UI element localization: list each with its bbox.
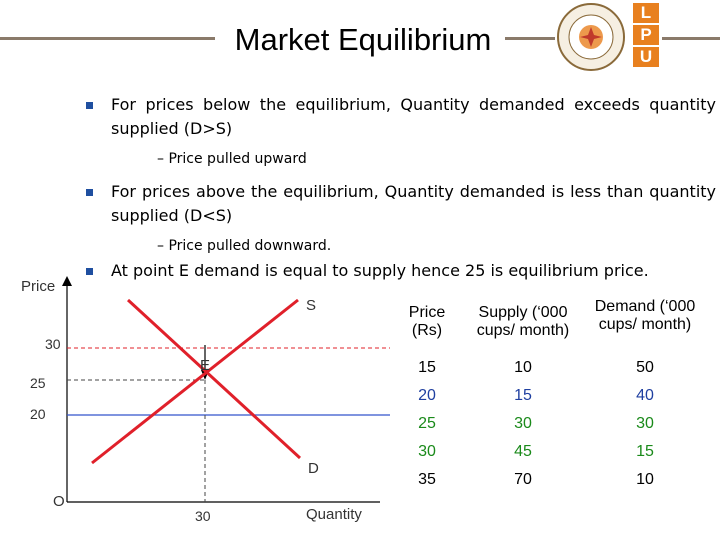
y-axis-arrow bbox=[62, 276, 72, 286]
demand-curve bbox=[126, 298, 302, 460]
header-rule-left bbox=[0, 37, 215, 40]
equilibrium-label: E bbox=[200, 357, 211, 374]
bullet-text-1: For prices below the equilibrium, Quanti… bbox=[111, 95, 716, 138]
table-row: 15 10 50 bbox=[388, 354, 710, 382]
origin-label: O bbox=[53, 493, 65, 510]
cell-supply: 15 bbox=[514, 387, 532, 404]
supply-demand-graph bbox=[62, 276, 390, 503]
cell-demand: 40 bbox=[636, 387, 654, 404]
cell-price: 20 bbox=[418, 387, 436, 404]
cell-demand: 30 bbox=[636, 415, 654, 432]
university-seal-logo bbox=[557, 3, 625, 71]
cell-demand: 50 bbox=[636, 359, 654, 376]
bullet-text-2: For prices above the equilibrium, Quanti… bbox=[111, 182, 716, 225]
cell-supply: 10 bbox=[514, 359, 532, 376]
y-tick-20: 20 bbox=[30, 406, 46, 422]
header-supply: Supply (‘000 cups/ month) bbox=[476, 304, 570, 339]
bullet-marker-3 bbox=[86, 268, 93, 275]
cell-supply: 45 bbox=[514, 443, 532, 460]
y-tick-30: 30 bbox=[45, 336, 61, 352]
bullet-marker-1 bbox=[86, 102, 93, 109]
bullet-text-3: At point E demand is equal to supply hen… bbox=[111, 261, 649, 280]
table-row: 35 70 10 bbox=[388, 466, 710, 494]
cell-price: 15 bbox=[418, 359, 436, 376]
sub-bullet-2: – Price pulled downward. bbox=[157, 238, 331, 254]
header-price: Price (Rs) bbox=[408, 304, 446, 339]
schedule-table: Price (Rs) Supply (‘000 cups/ month) Dem… bbox=[388, 290, 710, 494]
header-rule-right bbox=[505, 37, 555, 40]
cell-price: 30 bbox=[418, 443, 436, 460]
logo-letter-l: L bbox=[633, 3, 659, 23]
sub-dash-2: – bbox=[157, 238, 169, 254]
cell-demand: 10 bbox=[636, 471, 654, 488]
table-row: 25 30 30 bbox=[388, 410, 710, 438]
x-tick-30: 30 bbox=[195, 508, 211, 524]
header-rule-far-right bbox=[662, 37, 720, 40]
table-header-row: Price (Rs) Supply (‘000 cups/ month) Dem… bbox=[388, 290, 710, 354]
sub-bullet-1: – Price pulled upward bbox=[157, 151, 307, 167]
sub-text-2: Price pulled downward. bbox=[168, 238, 332, 254]
cell-price: 35 bbox=[418, 471, 436, 488]
page-title: Market Equilibrium bbox=[234, 22, 492, 57]
header-demand: Demand (‘000 cups/ month) bbox=[594, 298, 696, 333]
logo-letter-p: P bbox=[633, 25, 659, 45]
x-axis-label: Quantity bbox=[306, 506, 362, 523]
cell-supply: 30 bbox=[514, 415, 532, 432]
bullet-marker-2 bbox=[86, 189, 93, 196]
y-axis-label: Price bbox=[21, 278, 56, 295]
sub-dash-1: – bbox=[157, 151, 169, 167]
y-tick-25: 25 bbox=[30, 375, 46, 391]
sub-text-1: Price pulled upward bbox=[168, 151, 307, 167]
supply-curve bbox=[91, 298, 299, 465]
table-row: 20 15 40 bbox=[388, 382, 710, 410]
demand-label: D bbox=[308, 460, 319, 477]
supply-label: S bbox=[306, 297, 317, 314]
table-row: 30 45 15 bbox=[388, 438, 710, 466]
cell-demand: 15 bbox=[636, 443, 654, 460]
logo-letter-u: U bbox=[633, 47, 659, 67]
cell-supply: 70 bbox=[514, 471, 532, 488]
cell-price: 25 bbox=[418, 415, 436, 432]
